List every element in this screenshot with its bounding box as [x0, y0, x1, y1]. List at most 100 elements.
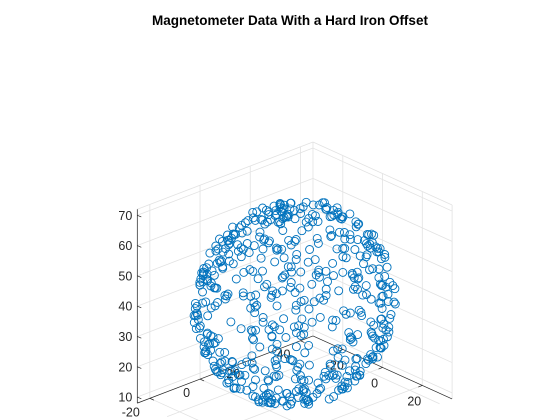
- data-point: [203, 328, 212, 338]
- data-point: [193, 310, 203, 320]
- data-point: [223, 230, 232, 240]
- data-point: [299, 394, 309, 404]
- data-point: [277, 286, 287, 296]
- data-point: [215, 347, 225, 357]
- data-point: [222, 291, 232, 301]
- data-point: [269, 201, 279, 211]
- data-point: [223, 289, 233, 299]
- data-point: [299, 322, 309, 332]
- data-point: [277, 244, 287, 254]
- data-point: [350, 245, 360, 254]
- data-point: [321, 291, 331, 300]
- data-point: [220, 348, 230, 357]
- data-point: [321, 266, 331, 276]
- grid-line: [137, 177, 314, 246]
- data-point: [334, 286, 344, 296]
- data-point: [247, 351, 257, 361]
- data-point: [304, 340, 314, 350]
- grid-line: [199, 378, 292, 420]
- data-point: [229, 383, 239, 393]
- data-point: [381, 325, 391, 335]
- data-point: [320, 367, 330, 377]
- data-point: [365, 239, 375, 249]
- data-point: [242, 357, 252, 367]
- data-point: [245, 265, 255, 275]
- data-point: [206, 345, 216, 355]
- data-point: [287, 396, 297, 406]
- data-point: [265, 236, 274, 246]
- data-point: [366, 294, 376, 304]
- data-point: [198, 277, 208, 287]
- data-point: [296, 267, 306, 277]
- data-point: [236, 252, 246, 262]
- data-point: [364, 355, 374, 365]
- data-point: [294, 321, 304, 331]
- data-point: [206, 303, 216, 313]
- data-point: [270, 399, 280, 408]
- data-point: [339, 306, 349, 316]
- data-point: [291, 300, 301, 310]
- data-point: [223, 235, 233, 245]
- data-point: [229, 230, 239, 240]
- data-point: [357, 311, 367, 321]
- data-point: [263, 375, 273, 385]
- data-point: [279, 253, 289, 263]
- data-point: [354, 273, 364, 283]
- data-point: [200, 348, 210, 358]
- data-point: [328, 346, 338, 356]
- data-point: [262, 279, 272, 289]
- data-point: [292, 328, 301, 338]
- data-point: [213, 244, 223, 254]
- data-point: [264, 238, 274, 248]
- data-point: [361, 359, 371, 369]
- data-point: [255, 342, 265, 352]
- data-point: [382, 262, 392, 272]
- data-point: [369, 320, 379, 330]
- data-point: [216, 256, 226, 266]
- grid-line: [330, 385, 423, 420]
- data-point: [342, 383, 352, 393]
- data-point: [252, 300, 262, 310]
- z-tick-label: 20: [118, 360, 132, 374]
- data-point: [298, 385, 308, 395]
- data-point: [286, 240, 296, 250]
- data-point: [377, 281, 386, 290]
- data-point: [250, 215, 260, 225]
- data-point: [294, 384, 304, 394]
- data-point: [356, 307, 366, 317]
- data-point: [267, 290, 277, 300]
- data-point: [380, 271, 390, 281]
- data-point: [342, 372, 352, 381]
- z-tick-label: 70: [118, 209, 132, 223]
- data-point: [272, 301, 282, 311]
- data-point: [304, 304, 314, 314]
- data-point: [353, 235, 363, 245]
- data-point: [284, 235, 294, 245]
- data-point: [350, 365, 360, 375]
- data-point: [351, 217, 361, 227]
- data-point: [258, 313, 268, 322]
- data-point: [301, 217, 311, 227]
- data-point: [292, 249, 302, 259]
- data-point: [208, 356, 218, 366]
- data-point: [275, 199, 285, 209]
- data-point: [332, 203, 342, 213]
- data-point: [237, 360, 247, 370]
- data-point: [211, 246, 221, 256]
- data-point: [352, 267, 362, 277]
- data-point: [345, 209, 355, 219]
- data-point: [388, 281, 398, 291]
- data-point: [249, 335, 259, 345]
- data-point: [348, 270, 358, 280]
- data-point: [368, 264, 378, 274]
- data-point: [247, 358, 257, 368]
- data-point: [307, 209, 317, 219]
- data-point: [372, 243, 382, 253]
- data-point: [218, 247, 228, 257]
- data-point: [270, 257, 280, 267]
- z-tick: [137, 336, 142, 339]
- data-point: [268, 286, 278, 296]
- data-point: [389, 297, 399, 307]
- data-point: [262, 217, 272, 227]
